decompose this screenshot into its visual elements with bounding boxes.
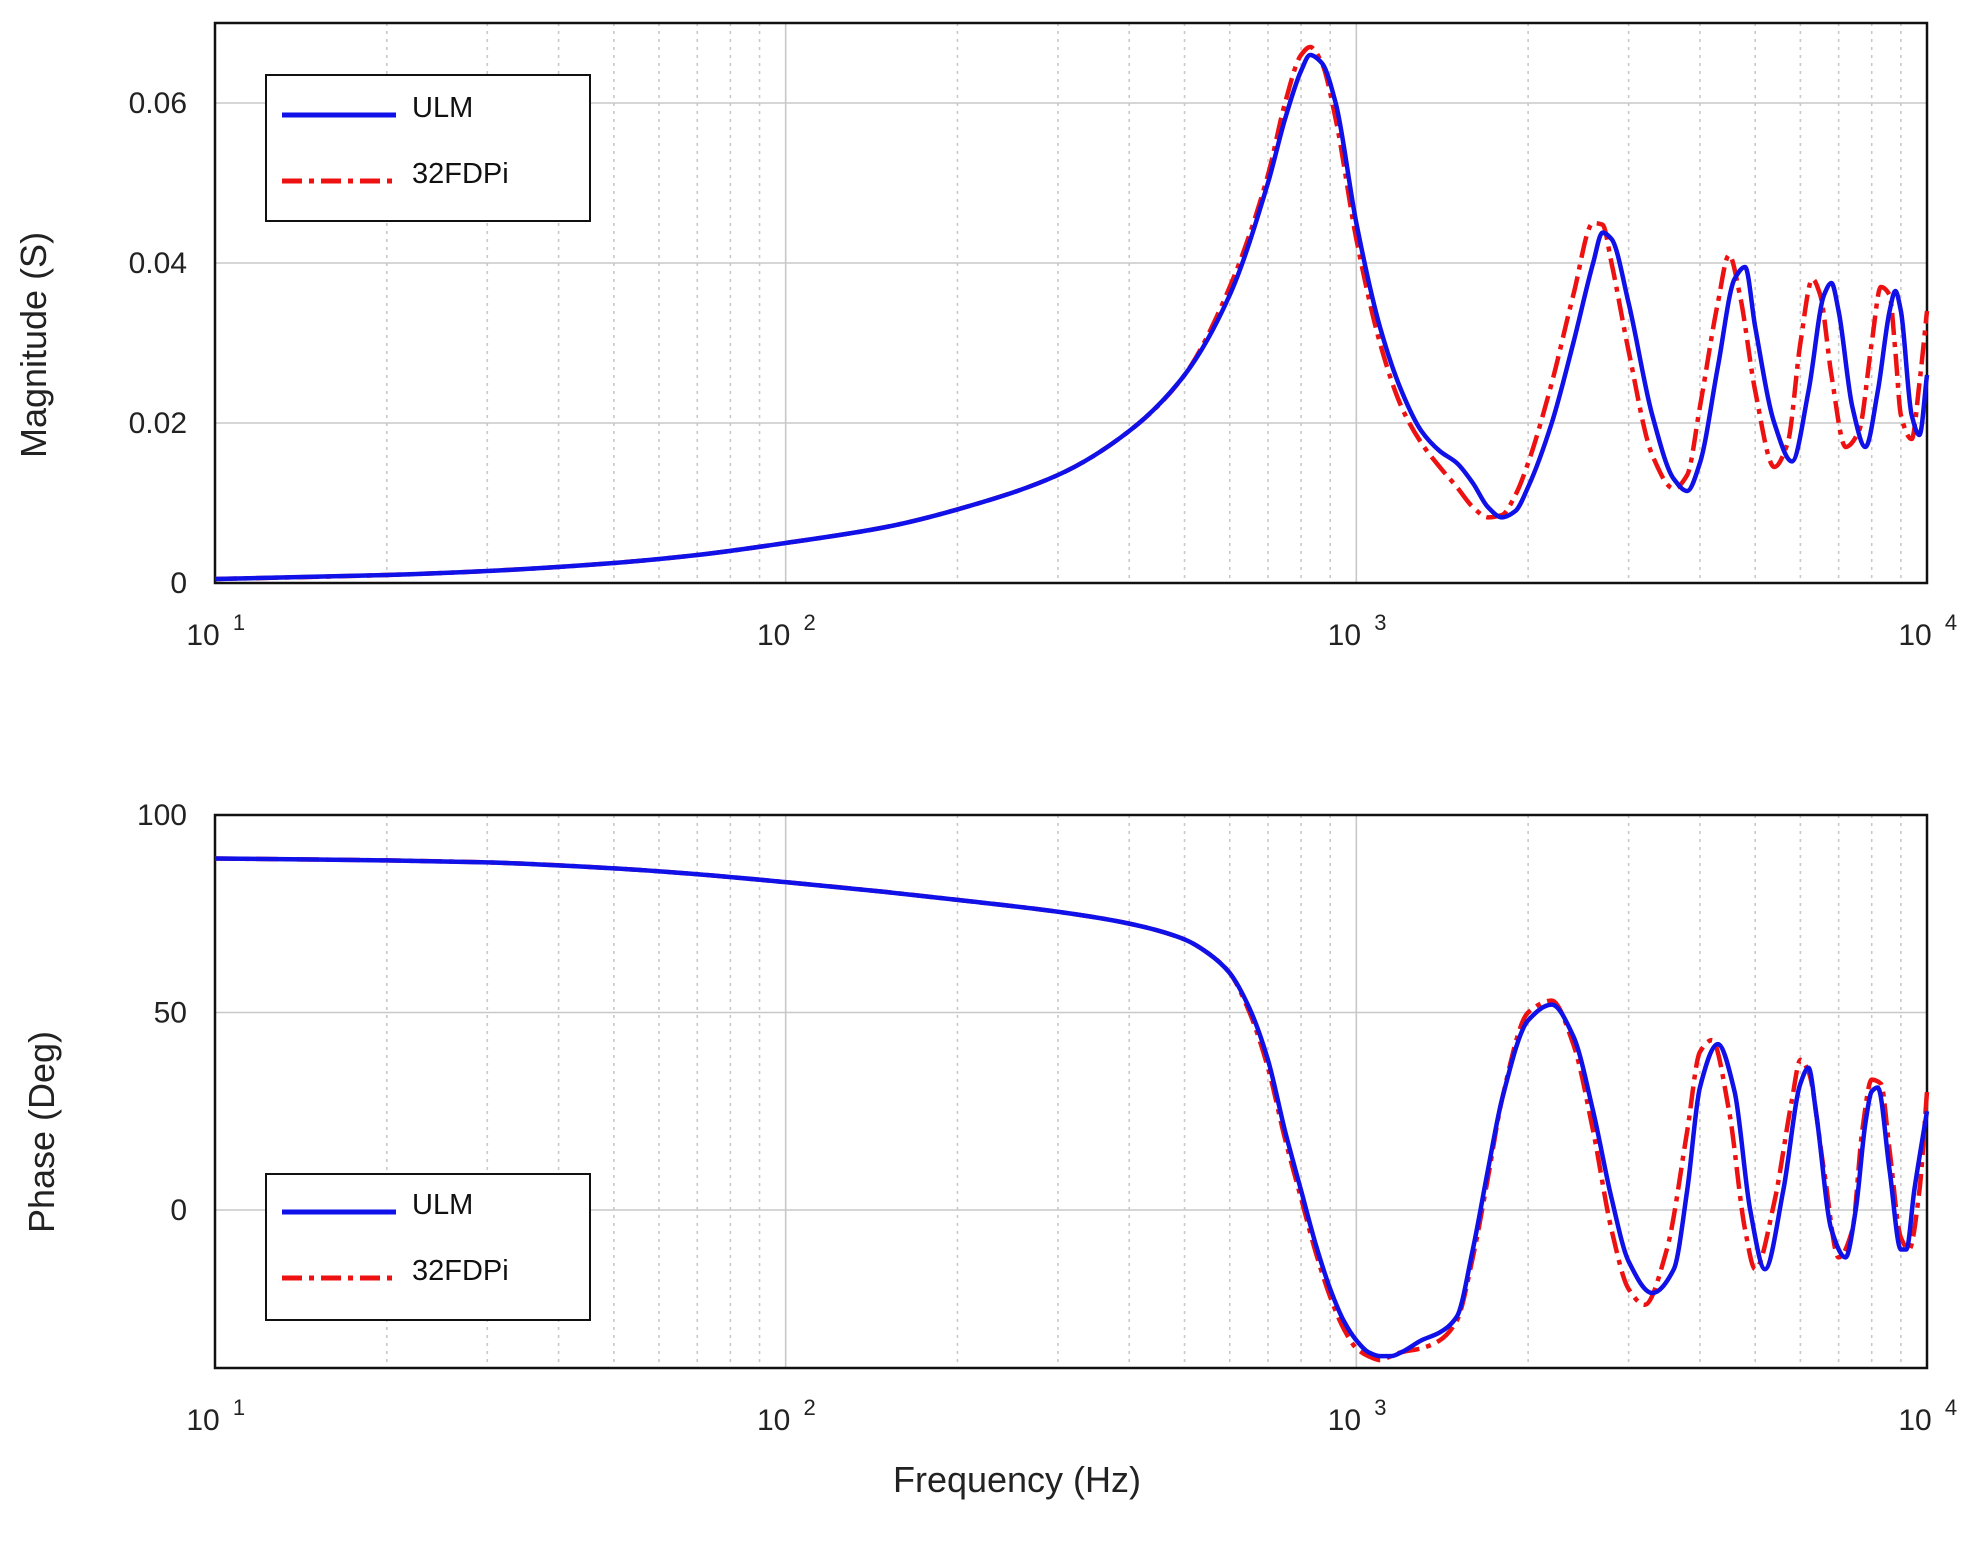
magnitude-series-layer (214, 44, 1930, 582)
magnitude-plot: 0 0.02 0.04 0.06 10 1 10 2 10 3 10 4 Magnitude (S)… (13, 21, 1957, 652)
phase-x-tick-base: 10 (1328, 1404, 1361, 1437)
phase-x-tick-label: 10 2 (757, 1395, 816, 1437)
phase-x-tick-exponent: 4 (1945, 1395, 1957, 1420)
phase-series-ulm (214, 856, 1930, 1359)
magnitude-plot-box (213, 21, 1929, 585)
phase-x-tick-label: 10 4 (1898, 1395, 1957, 1437)
magnitude-y-tick-label: 0.02 (129, 407, 187, 440)
phase-x-tick-exponent: 3 (1374, 1395, 1386, 1420)
magnitude-x-tick-label: 10 1 (186, 610, 245, 652)
phase-x-tick-exponent: 2 (804, 1395, 816, 1420)
phase-series-layer (214, 856, 1930, 1363)
magnitude-x-tick-exponent: 4 (1945, 610, 1957, 635)
magnitude-y-tick-label: 0.06 (129, 87, 187, 120)
phase-x-tick-base: 10 (1898, 1404, 1931, 1437)
magnitude-x-tick-label: 10 3 (1328, 610, 1387, 652)
phase-y-tick-label: 100 (137, 799, 187, 832)
phase-y-tick-label: 0 (170, 1194, 187, 1227)
magnitude-legend-box (265, 74, 591, 222)
magnitude-y-ticks: 0 0.02 0.04 0.06 (129, 87, 187, 600)
magnitude-y-axis-title: Magnitude (S) (13, 232, 54, 458)
magnitude-legend-ulm-label: ULM (412, 92, 473, 124)
magnitude-x-tick-exponent: 3 (1374, 610, 1386, 635)
magnitude-x-tick-base: 10 (1898, 619, 1931, 652)
phase-y-tick-label: 50 (154, 997, 187, 1030)
magnitude-x-ticks: 10 1 10 2 10 3 10 4 (186, 610, 1957, 652)
magnitude-y-tick-label: 0.04 (129, 247, 187, 280)
phase-y-axis-title: Phase (Deg) (21, 1031, 62, 1233)
phase-legend-ulm-label: ULM (412, 1189, 473, 1221)
phase-legend-box (265, 1173, 591, 1321)
x-axis-title: Frequency (Hz) (893, 1459, 1141, 1500)
magnitude-y-tick-label: 0 (170, 567, 187, 600)
phase-x-ticks: 10 1 10 2 10 3 10 4 (186, 1395, 1957, 1437)
phase-y-ticks: 0 50 100 (137, 799, 187, 1227)
phase-x-tick-base: 10 (757, 1404, 790, 1437)
magnitude-x-tick-base: 10 (186, 619, 219, 652)
magnitude-x-tick-label: 10 4 (1898, 610, 1957, 652)
magnitude-x-tick-exponent: 1 (233, 610, 245, 635)
phase-plot: 0 50 100 10 1 10 2 10 3 10 4 Phase (Deg) ULM 32FD… (21, 799, 1957, 1437)
phase-x-tick-label: 10 3 (1328, 1395, 1387, 1437)
magnitude-x-tick-label: 10 2 (757, 610, 816, 652)
magnitude-x-tick-base: 10 (757, 619, 790, 652)
phase-legend: ULM 32FDPi (265, 1173, 591, 1321)
phase-x-tick-label: 10 1 (186, 1395, 245, 1437)
phase-x-tick-base: 10 (186, 1404, 219, 1437)
magnitude-x-tick-exponent: 2 (804, 610, 816, 635)
magnitude-legend: ULM 32FDPi (265, 74, 591, 222)
phase-legend-32fdpi-label: 32FDPi (412, 1255, 509, 1287)
magnitude-series-ulm (214, 52, 1930, 582)
magnitude-legend-32fdpi-label: 32FDPi (412, 158, 509, 190)
magnitude-x-tick-base: 10 (1328, 619, 1361, 652)
phase-x-tick-exponent: 1 (233, 1395, 245, 1420)
